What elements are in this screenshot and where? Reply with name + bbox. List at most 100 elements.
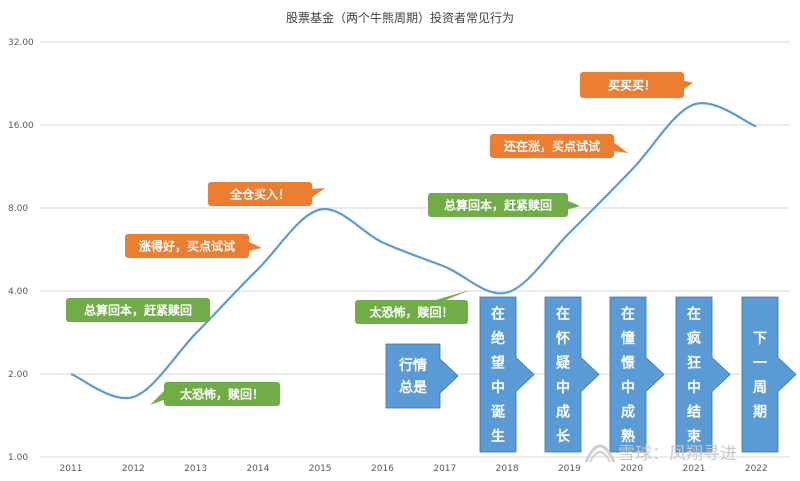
chart-title: 股票基金（两个牛熊周期）投资者常见行为 [286, 10, 514, 25]
arrow-body [609, 296, 665, 453]
bubble-pointer [310, 188, 325, 199]
bubble-pointer [428, 290, 470, 302]
arrow-label: 中 [491, 379, 505, 396]
annotation-bubble: 太恐怖，赎回！ [150, 382, 280, 406]
arrow-label: 狂 [687, 354, 701, 371]
bubble-label: 太恐怖，赎回！ [369, 305, 453, 320]
arrow-label: 生 [491, 428, 505, 445]
bubble-body [355, 300, 468, 324]
arrow-body [741, 296, 797, 453]
bubble-body [580, 72, 684, 98]
bubble-pointer [566, 200, 580, 210]
x-tick-label: 2021 [683, 464, 706, 474]
x-tick-label: 2013 [184, 464, 207, 474]
y-tick-label: 8.00 [8, 204, 28, 214]
arrow-label: 下 [753, 331, 767, 347]
arrow-label: 在 [556, 305, 570, 322]
bubble-pointer [682, 80, 693, 90]
arrow-body [675, 296, 731, 453]
callout-layer: 总算回本，赶紧赎回太恐怖，赎回！涨得好，买点试试全仓买入！太恐怖，赎回！总算回本… [66, 72, 693, 406]
bubble-pointer [247, 241, 262, 251]
x-axis-ticks: 2011 2012 2013 2014 2015 2016 2017 2018 2019 2020… [60, 464, 768, 474]
annotation-bubble: 全仓买入！ [208, 182, 325, 206]
y-tick-label: 1.00 [8, 453, 28, 463]
y-tick-label: 16.00 [8, 121, 34, 131]
x-tick-label: 2019 [558, 464, 581, 474]
x-tick-label: 2018 [496, 464, 519, 474]
x-tick-label: 2022 [745, 464, 768, 474]
arrow-label: 绝 [491, 330, 505, 347]
x-tick-label: 2017 [433, 464, 456, 474]
arrow-label: 束 [687, 428, 702, 445]
x-tick-label: 2020 [620, 464, 643, 474]
arrow-label: 在 [621, 305, 635, 322]
arrow-label: 在 [687, 305, 701, 322]
bubble-body [66, 298, 210, 322]
annotation-bubble: 太恐怖，赎回！ [355, 290, 470, 324]
y-axis-ticks: 1.00 2.00 4.00 8.00 16.00 32.00 [8, 38, 34, 463]
arrow-label: 在 [491, 305, 505, 322]
x-tick-label: 2012 [122, 464, 145, 474]
arrow-label: 熟 [621, 428, 635, 445]
bubble-pointer [150, 389, 166, 405]
bubble-body [490, 134, 614, 158]
bubble-label: 买买买！ [608, 79, 656, 93]
arrow-label: 行情 [398, 357, 427, 374]
annotation-bubble: 还在涨，买点试试 [490, 134, 628, 158]
arrow-body [479, 296, 535, 453]
arrow-label: 憧 [621, 330, 635, 347]
gridlines [40, 41, 790, 458]
bubble-label: 全仓买入！ [229, 187, 290, 202]
bubble-pointer [612, 141, 628, 153]
bubble-label: 太恐怖，赎回！ [180, 387, 264, 402]
bubble-label: 总算回本，赶紧赎回 [444, 198, 552, 213]
bubble-body [125, 234, 249, 258]
x-tick-label: 2011 [60, 464, 83, 474]
arrow-label: 成 [621, 403, 635, 420]
arrow-label: 长 [556, 428, 571, 445]
watermark-text: 雪球：凤翔寻进 [618, 444, 737, 464]
arrow-label: 中 [556, 379, 570, 396]
snowball-icon [584, 444, 616, 463]
bubble-label: 涨得好，买点试试 [139, 239, 235, 254]
x-tick-label: 2015 [309, 464, 332, 474]
bubble-body [208, 182, 312, 206]
arrow-label: 期 [753, 404, 767, 420]
y-tick-label: 2.00 [8, 370, 28, 380]
y-tick-label: 4.00 [8, 287, 28, 297]
bubble-body [164, 382, 280, 406]
y-tick-label: 32.00 [8, 38, 34, 48]
arrow-label: 怀 [556, 330, 570, 347]
arrow-label: 一 [753, 355, 767, 371]
annotation-bubble: 总算回本，赶紧赎回 [66, 298, 210, 322]
bubble-label: 总算回本，赶紧赎回 [84, 303, 192, 318]
annotation-bubble: 总算回本，赶紧赎回 [428, 193, 580, 217]
arrow-label: 疑 [556, 355, 570, 371]
arrow-label: 成 [556, 403, 570, 420]
arrow-label: 诞 [491, 404, 506, 420]
annotation-bubble: 买买买！ [580, 72, 693, 98]
arrow-label: 总是 [399, 379, 428, 396]
annotation-bubble: 涨得好，买点试试 [125, 234, 262, 258]
watermark: 雪球：凤翔寻进 [584, 444, 737, 464]
arrow-label: 望 [491, 354, 505, 371]
arrow-label: 结 [687, 403, 701, 420]
arrow-label: 憬 [621, 354, 635, 371]
x-tick-label: 2014 [246, 464, 269, 474]
arrow-label: 中 [687, 379, 701, 396]
series-line [70, 102, 757, 400]
bubble-label: 还在涨，买点试试 [503, 139, 600, 154]
arrow-label: 疯 [687, 330, 701, 347]
arrow-label: 周 [753, 380, 767, 396]
arrow-body [385, 343, 459, 409]
series-layer [70, 102, 757, 400]
arrow-body [544, 296, 600, 453]
